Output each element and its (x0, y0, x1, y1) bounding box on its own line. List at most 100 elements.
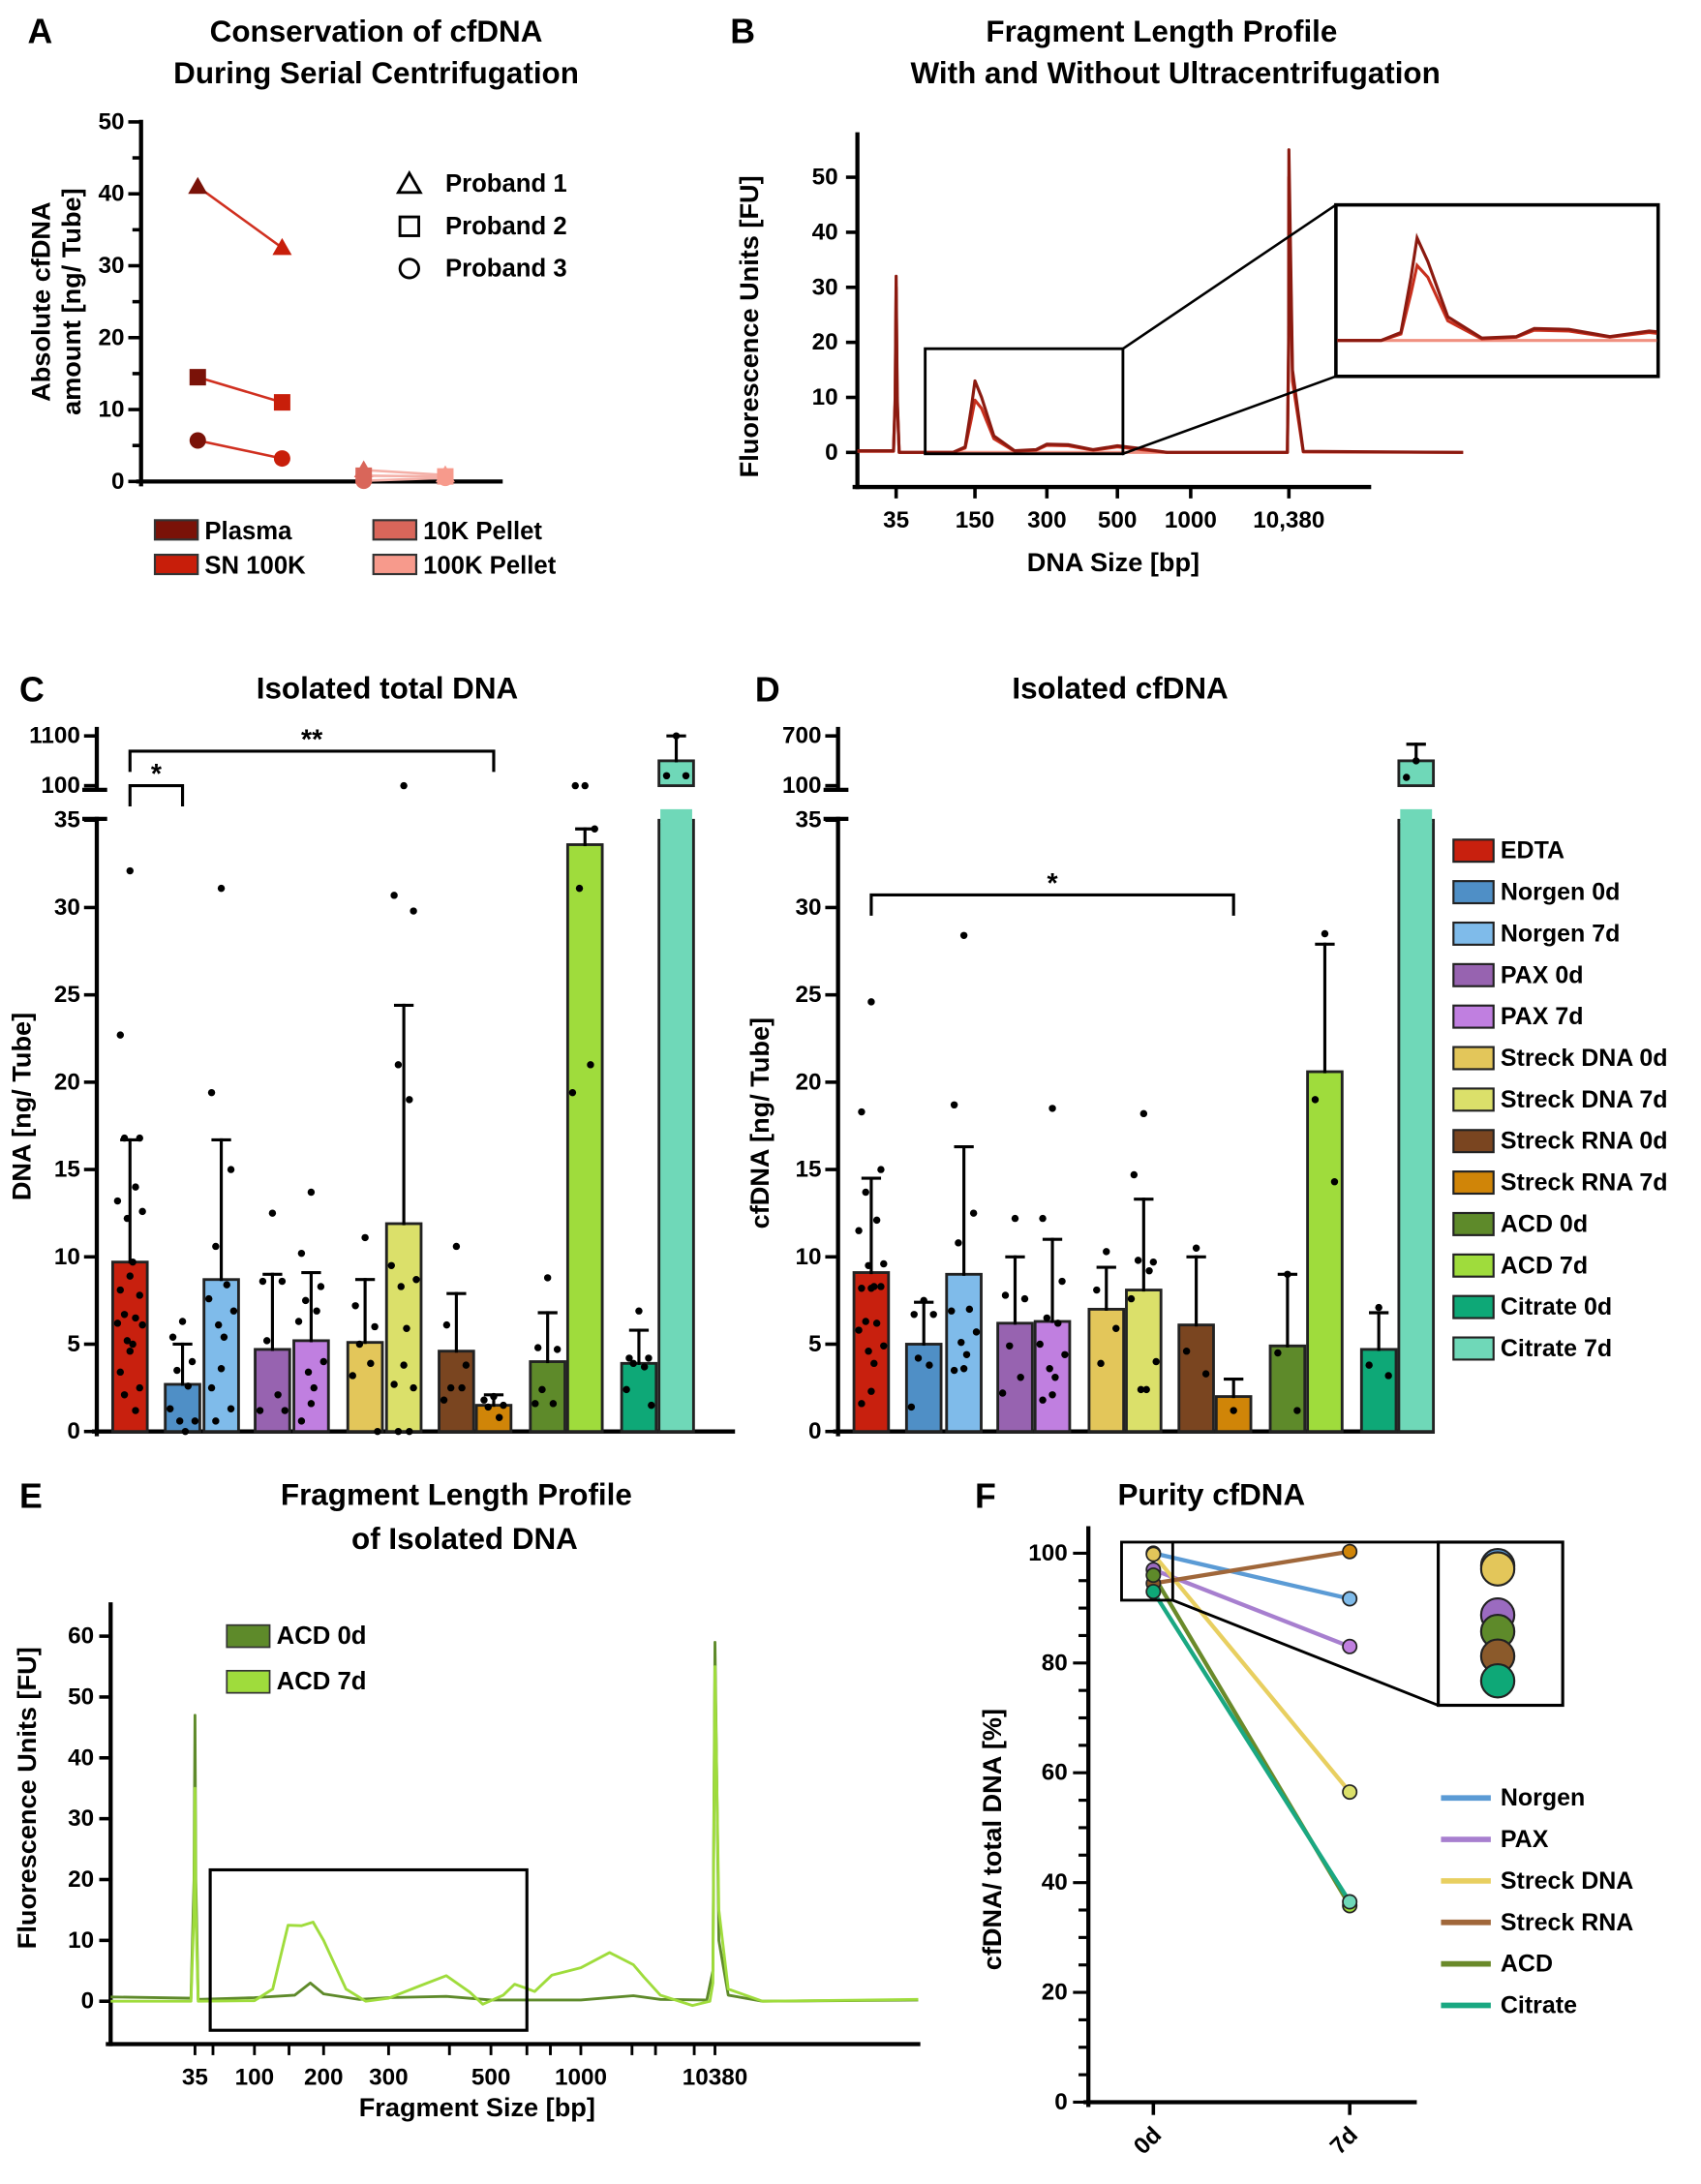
panel-c-data-point (178, 1318, 187, 1325)
panel-c-data-point (310, 1383, 318, 1392)
panel-c-data-point (207, 1383, 216, 1392)
panel-c-significance-bracket (128, 749, 496, 773)
panel-c-data-point (116, 1368, 124, 1377)
panel-d-data-point (867, 1285, 875, 1292)
panel-c-data-point (549, 1400, 558, 1408)
panel-c-data-point (214, 1320, 223, 1329)
panel-d-data-point (926, 1361, 933, 1369)
panel-d-data-point (1058, 1277, 1066, 1286)
panel-f-y-tick-label: 40 (1042, 1869, 1068, 1896)
panel-d-bar-cover (1400, 808, 1433, 824)
panel-label-b: B (730, 13, 755, 51)
panel-c-data-point (191, 1417, 199, 1425)
panel-d-legend-label: ACD 7d (1501, 1252, 1588, 1279)
panel-a-data-point (189, 432, 206, 449)
panel-e-y-tick-label: 10 (68, 1927, 94, 1954)
panel-a-legend-swatch (153, 553, 199, 576)
panel-c-data-point (258, 1277, 267, 1286)
panel-d-data-point (1036, 1340, 1044, 1349)
panel-d-data-point (1103, 1248, 1110, 1256)
panel-c-data-point (229, 1307, 238, 1315)
panel-d-legend-label: Streck DNA 0d (1501, 1045, 1668, 1072)
panel-a-title-line2: During Serial Centrifugation (173, 56, 579, 90)
panel-a-ylabel-line1: Absolute cfDNA (25, 201, 55, 401)
panel-d-data-point (955, 1239, 962, 1247)
panel-d-data-point (1051, 1374, 1059, 1381)
panel-e-trace (110, 1640, 919, 2003)
panel-c-data-point (412, 1276, 420, 1284)
panel-c-data-point (217, 1365, 226, 1373)
panel-d-legend-swatch (1452, 1004, 1495, 1029)
panel-a-y-tick-label: 20 (99, 324, 125, 350)
panel-c-data-point (394, 1061, 403, 1069)
panel-c-data-point (403, 1324, 410, 1332)
panel-c-data-point (446, 1383, 455, 1392)
panel-f-legend-label: Citrate (1501, 1991, 1577, 2018)
panel-c-significance-label: * (151, 759, 163, 790)
panel-c-data-point (223, 1281, 230, 1289)
panel-e-trace (110, 1665, 919, 2008)
panel-d-bar (1177, 1323, 1215, 1434)
panel-f-data-point (1342, 1894, 1358, 1910)
panel-d-legend-label: EDTA (1501, 837, 1564, 864)
panel-c-data-point (297, 1249, 306, 1258)
panel-a-title-line1: Conservation of cfDNA (210, 15, 543, 48)
panel-d-data-point (959, 1365, 968, 1373)
panel-d-data-point (867, 998, 875, 1006)
panel-c-data-point (126, 866, 134, 875)
panel-c-data-point (568, 1088, 577, 1097)
panel-d-y-tick-label: 0 (808, 1418, 822, 1444)
panel-a-legend-marker-circle (398, 258, 420, 280)
panel-a-y-tick-label: 40 (99, 181, 125, 207)
panel-b-x-tick-label: 300 (1027, 507, 1067, 533)
panel-c-data-point (207, 1088, 216, 1097)
panel-b-ylabel: Fluorescence Units [FU] (734, 175, 764, 477)
panel-d-data-point (965, 1305, 974, 1314)
panel-e-x-tick-label: 200 (304, 2064, 344, 2090)
panel-label-a: A (28, 13, 53, 51)
panel-b-y-tick-label: 0 (825, 440, 837, 466)
panel-c-data-point (440, 1396, 448, 1404)
panel-c-data-point (304, 1368, 313, 1377)
panel-d-data-point (877, 1283, 885, 1290)
panel-d-data-point (950, 1366, 958, 1375)
panel-a-legend-label: 10K Pellet (423, 518, 542, 545)
panel-c-data-point (553, 1346, 562, 1353)
panel-a-ylabel-line2: amount [ng/ Tube] (56, 188, 86, 415)
panel-c-data-point (217, 884, 226, 893)
panel-d-data-point (1412, 757, 1420, 765)
panel-b-inset-box (1334, 202, 1660, 379)
panel-e-x-tick-label: 300 (369, 2064, 409, 2090)
panel-d-legend-swatch (1452, 1087, 1495, 1112)
panel-d-legend-label: Norgen 0d (1501, 879, 1621, 906)
panel-d-data-point (948, 1307, 956, 1315)
panel-d-data-point (855, 1326, 863, 1334)
panel-d-data-point (872, 1320, 881, 1327)
panel-c-data-point (480, 1396, 488, 1404)
panel-c-data-point (317, 1283, 325, 1290)
panel-c-bar (346, 1341, 384, 1434)
panel-d-data-point (1134, 1257, 1142, 1264)
panel-a-connector-line (196, 439, 284, 461)
panel-a-data-point (188, 176, 208, 195)
panel-b-inset-connector (1121, 202, 1338, 350)
panel-d-data-point (867, 1387, 875, 1395)
panel-c-bar (529, 1360, 566, 1434)
panel-c-data-point (297, 1417, 306, 1425)
panel-d-y-tick-label: 100 (782, 773, 822, 799)
panel-c-data-point (410, 1383, 417, 1392)
panel-d-data-point (877, 1166, 885, 1173)
panel-e-ylabel: Fluorescence Units [FU] (12, 1647, 42, 1949)
panel-c-data-point (625, 1354, 633, 1362)
panel-f-title: Purity cfDNA (1117, 1477, 1305, 1511)
panel-c-data-point (390, 1380, 398, 1388)
panel-c-data-point (132, 1407, 139, 1414)
panel-c-data-point (533, 1344, 542, 1351)
panel-f-inset-connector (1170, 1598, 1441, 1708)
panel-c-data-point (262, 1337, 271, 1345)
panel-d-data-point (862, 1188, 869, 1197)
panel-c-data-point (168, 1333, 177, 1341)
panel-f-inset-point (1479, 1663, 1516, 1699)
panel-f-series-line (1150, 1589, 1353, 1905)
